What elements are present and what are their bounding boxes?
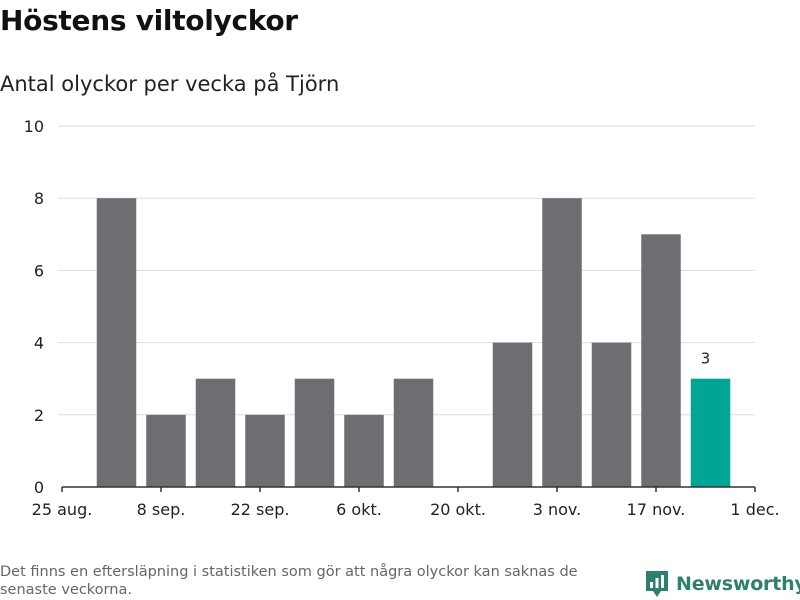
y-tick-label: 4 — [34, 334, 44, 353]
x-axis — [61, 486, 756, 492]
bar — [195, 378, 236, 487]
axis-labels: 0 2 4 6 8 10 3 25 aug. 8 sep. 22 sep. 6 okt. 20 okt… — [24, 117, 780, 519]
x-tick-label: 1 dec. — [730, 500, 779, 519]
y-tick-label: 0 — [34, 478, 44, 497]
x-tick-label: 20 okt. — [430, 500, 486, 519]
x-tick-label: 22 sep. — [231, 500, 290, 519]
x-tick-label: 25 aug. — [32, 500, 93, 519]
y-tick-label: 2 — [34, 406, 44, 425]
bar — [294, 378, 335, 487]
y-tick-label: 8 — [34, 189, 44, 208]
bar — [344, 414, 384, 487]
bar — [492, 342, 533, 487]
bar — [96, 198, 137, 487]
bar — [542, 198, 582, 487]
y-tick-label: 6 — [34, 261, 44, 280]
bar — [146, 414, 186, 487]
x-tick-label: 17 nov. — [627, 500, 686, 519]
bar — [393, 378, 434, 487]
newsworthy-logo-icon — [646, 571, 668, 597]
bar — [641, 234, 681, 487]
chart-subtitle: Antal olyckor per vecka på Tjörn — [0, 72, 340, 96]
brand-logo[interactable]: Newsworthy — [644, 569, 800, 599]
x-tick-label: 6 okt. — [336, 500, 382, 519]
x-tick-label: 8 sep. — [137, 500, 186, 519]
x-tick-label: 3 nov. — [533, 500, 582, 519]
bar — [245, 414, 285, 487]
brand-name: Newsworthy — [676, 573, 800, 595]
y-tick-label: 10 — [24, 117, 44, 136]
data-label: 3 — [701, 350, 711, 368]
chart-title: Höstens viltolyckor — [0, 4, 298, 37]
bar — [690, 378, 731, 487]
bar — [591, 342, 632, 487]
footnote: Det finns en eftersläpning i statistiken… — [0, 564, 578, 598]
bar-chart: 0 2 4 6 8 10 3 25 aug. 8 sep. 22 sep. 6 okt. 20 okt… — [24, 117, 780, 519]
bars — [96, 198, 731, 487]
